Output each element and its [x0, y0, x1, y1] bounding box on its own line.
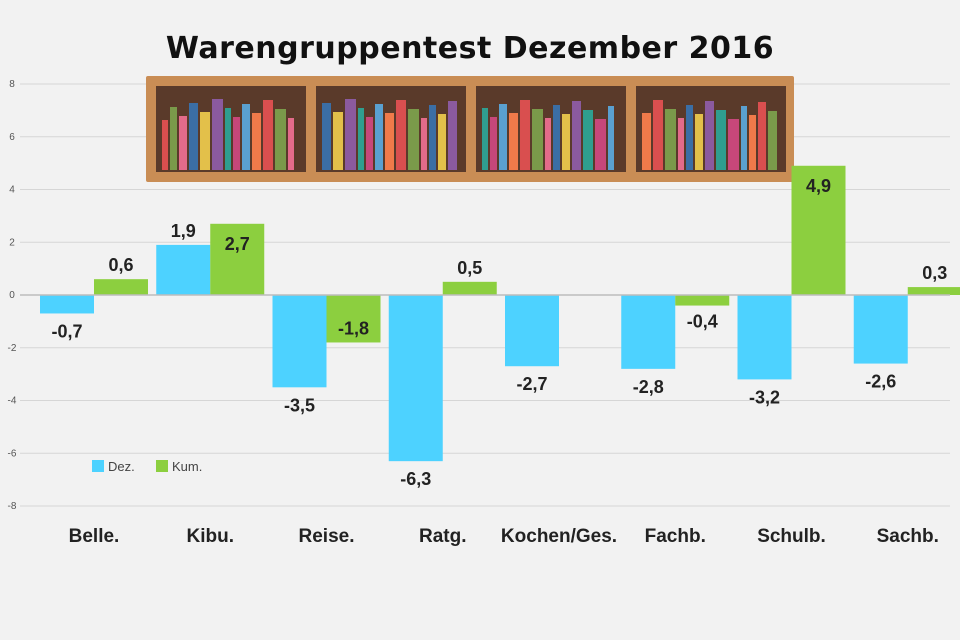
bookshelf-illustration	[146, 76, 794, 182]
bars	[40, 165, 960, 462]
y-axis-tick-labels: 8 6 4 2 0 -2 -4 -6 -8	[8, 79, 17, 512]
data-label: 1,9	[171, 221, 196, 241]
legend-label-dez: Dez.	[108, 459, 135, 474]
legend-swatch-dez	[92, 460, 104, 472]
bar-dez	[388, 295, 443, 462]
bar-dez	[272, 295, 327, 388]
data-label: 0,6	[108, 255, 133, 275]
y-tick-label: -2	[8, 343, 17, 354]
y-tick-label: -8	[8, 501, 17, 512]
y-tick-label: 0	[9, 290, 15, 301]
category-label: Kochen/Ges.	[501, 526, 617, 547]
data-label: -2,6	[865, 372, 896, 392]
y-tick-label: 4	[9, 185, 15, 196]
legend: Dez. Kum.	[92, 459, 202, 474]
data-label: -0,4	[687, 312, 718, 332]
legend-swatch-kum	[156, 460, 168, 472]
y-tick-label: -4	[8, 396, 17, 407]
category-label: Kibu.	[187, 526, 235, 547]
data-label: -3,5	[284, 395, 315, 415]
y-tick-label: 8	[9, 79, 15, 90]
data-label: -0,7	[51, 321, 82, 341]
category-label: Belle.	[69, 526, 120, 547]
bar-kum	[907, 287, 960, 295]
data-label: -3,2	[749, 387, 780, 407]
data-label: -6,3	[400, 469, 431, 489]
data-label: 2,7	[225, 234, 250, 254]
y-tick-label: 6	[9, 132, 15, 143]
bar-kum	[791, 165, 846, 295]
bar-kum	[326, 295, 381, 343]
bar-dez	[737, 295, 792, 380]
category-label: Fachb.	[645, 526, 706, 547]
data-label: -2,8	[633, 377, 664, 397]
y-tick-label: -6	[8, 448, 17, 459]
bar-dez	[621, 295, 676, 369]
y-tick-label: 2	[9, 237, 15, 248]
bar-dez	[505, 295, 559, 367]
bar-dez	[156, 244, 211, 295]
category-labels: Belle. Kibu. Reise. Ratg. Kochen/Ges. Fachb. S…	[69, 526, 939, 547]
data-label: 4,9	[806, 176, 831, 196]
category-label: Schulb.	[757, 526, 826, 547]
bar-kum	[210, 223, 265, 295]
bar-dez	[40, 295, 94, 314]
data-labels: -0,7 0,6 1,9 2,7 -3,5 -1,8 -6,3 0,5 -2,7 -2,8 -0,4…	[51, 176, 947, 489]
category-label: Ratg.	[419, 526, 467, 547]
bar-kum	[94, 279, 148, 295]
data-label: -1,8	[338, 318, 369, 338]
bar-kum	[675, 295, 730, 306]
chart-title: Warengruppentest Dezember 2016	[166, 31, 774, 66]
data-label: -2,7	[516, 374, 547, 394]
category-label: Sachb.	[877, 526, 939, 547]
category-label: Reise.	[299, 526, 355, 547]
bar-kum	[442, 281, 497, 295]
data-label: 0,3	[922, 263, 947, 283]
bar-dez	[853, 295, 908, 364]
legend-label-kum: Kum.	[172, 459, 202, 474]
data-label: 0,5	[457, 258, 482, 278]
